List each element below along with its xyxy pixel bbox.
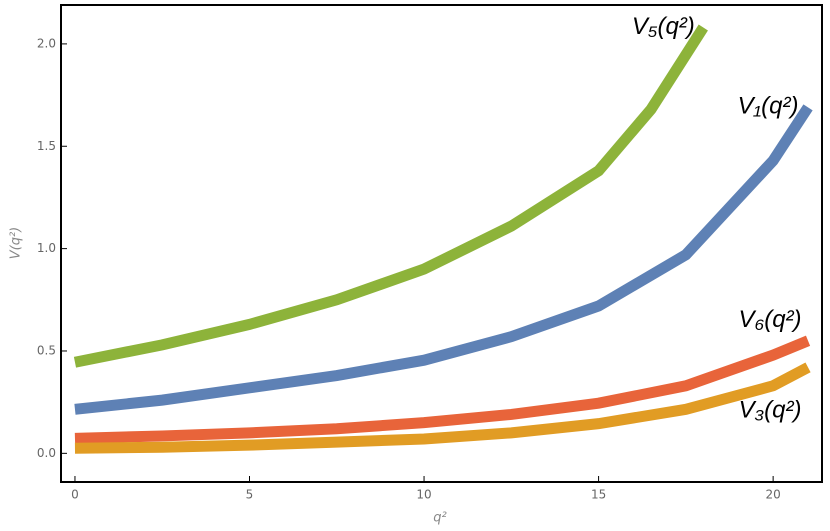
y-tick-label: 0.0 [37, 446, 56, 460]
line [73, 24, 708, 368]
y-tick-label: 1.0 [37, 241, 56, 255]
line [74, 335, 811, 444]
frame [60, 4, 823, 483]
y-tick-label: 2.0 [37, 36, 56, 50]
y-tick-label: 0.5 [37, 343, 56, 357]
series-label: V₁(q²) [738, 93, 799, 120]
x-tick-label: 15 [591, 488, 606, 502]
x-axis-label: q² [433, 511, 446, 526]
line [74, 362, 811, 454]
x-tick-label: 20 [765, 488, 780, 502]
series-label: V₆(q²) [739, 306, 802, 333]
y-axis-label: V(q²) [9, 227, 24, 260]
series-label: V₅(q²) [632, 13, 695, 40]
x-tick-label: 10 [416, 488, 431, 502]
x-tick-label: 5 [246, 488, 254, 502]
x-tick-label: 0 [71, 488, 79, 502]
y-tick-label: 1.5 [37, 139, 56, 153]
series-label: V₃(q²) [739, 397, 802, 424]
line [74, 104, 813, 415]
